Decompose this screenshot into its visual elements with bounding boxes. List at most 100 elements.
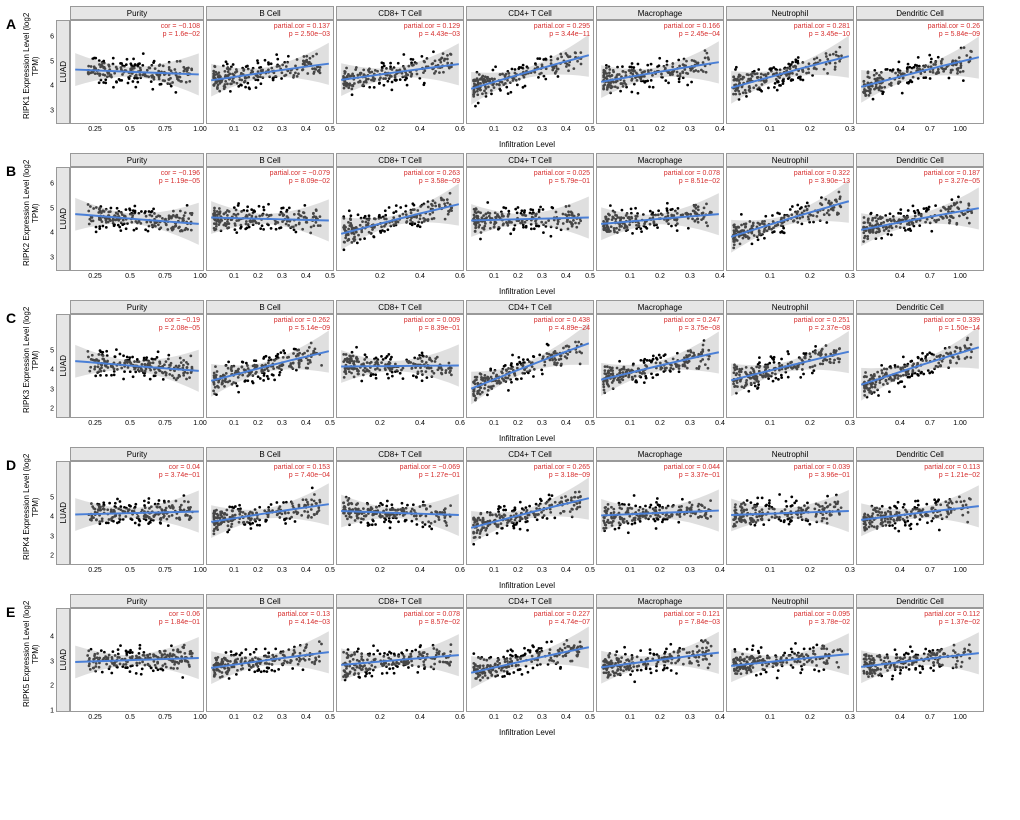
data-point <box>236 385 239 388</box>
x-tick: 0.2 <box>655 273 665 280</box>
data-point <box>421 351 424 354</box>
data-point <box>537 225 540 228</box>
cor-line: partial.cor = 0.078 <box>664 170 720 177</box>
data-point <box>658 64 661 67</box>
x-ticks: 0.40.71.00 <box>856 124 984 142</box>
data-point <box>756 387 759 390</box>
data-point <box>275 228 278 231</box>
data-point <box>814 345 817 348</box>
cor-line: cor = −0.108 <box>161 23 200 30</box>
data-point <box>780 374 783 377</box>
stat-annotation: partial.cor = 0.129p = 4.43e−03 <box>404 23 460 39</box>
data-point <box>363 237 366 240</box>
x-ticks: 0.250.50.751.00 <box>70 418 204 436</box>
y-tick: 4 <box>50 230 54 237</box>
x-ticks: 0.10.20.30.4 <box>596 271 724 289</box>
data-point <box>174 91 177 94</box>
panel-header: Neutrophil <box>726 300 854 314</box>
data-point <box>263 356 266 359</box>
stat-annotation: partial.cor = 0.263p = 3.58e−09 <box>404 170 460 186</box>
data-point <box>386 228 389 231</box>
y-tick: 4 <box>50 514 54 521</box>
data-point <box>270 227 273 230</box>
scatter-panel: partial.cor = 0.26p = 5.84e−09 <box>856 20 984 124</box>
data-point <box>899 380 902 383</box>
data-point <box>489 367 492 370</box>
stat-annotation: partial.cor = 0.247p = 3.75e−08 <box>664 317 720 333</box>
data-point <box>153 60 156 63</box>
p-line: p = 4.89e−24 <box>549 325 590 332</box>
data-point <box>147 230 150 233</box>
data-point <box>268 356 271 359</box>
x-ticks: 0.10.20.3 <box>726 418 854 436</box>
panel-header: Macrophage <box>596 447 724 461</box>
panel-header: CD8+ T Cell <box>336 6 464 20</box>
data-point <box>797 77 800 80</box>
x-tick: 0.2 <box>253 273 263 280</box>
data-point <box>777 378 780 381</box>
data-point <box>288 206 291 209</box>
data-point <box>651 376 654 379</box>
data-point <box>136 81 139 84</box>
data-point <box>907 63 910 66</box>
data-point <box>768 362 771 365</box>
data-point <box>258 524 261 527</box>
data-point <box>908 228 911 231</box>
data-point <box>634 207 637 210</box>
x-ticks: 0.40.71.00 <box>856 271 984 289</box>
data-point <box>415 376 418 379</box>
x-tick: 0.1 <box>489 126 499 133</box>
data-point <box>778 84 781 87</box>
data-point <box>930 230 933 233</box>
data-point <box>520 209 523 212</box>
panel-header: CD8+ T Cell <box>336 447 464 461</box>
data-point <box>928 206 931 209</box>
y-ticks: 2345 <box>38 447 56 579</box>
cor-line: partial.cor = 0.339 <box>924 317 980 324</box>
x-tick: 0.3 <box>845 420 855 427</box>
scatter-panel: partial.cor = 0.247p = 3.75e−08 <box>596 314 724 418</box>
data-point <box>917 56 920 59</box>
data-point <box>735 66 738 69</box>
data-point <box>670 225 673 228</box>
x-tick: 1.00 <box>193 273 207 280</box>
data-point <box>394 79 397 82</box>
data-point <box>791 205 794 208</box>
stat-annotation: partial.cor = 0.295p = 3.44e−11 <box>534 23 590 39</box>
scatter-panel: cor = −0.19p = 2.08e−05 <box>70 314 204 418</box>
data-point <box>395 204 398 207</box>
data-point <box>150 80 153 83</box>
data-point <box>507 92 510 95</box>
p-line: p = 2.50e−03 <box>289 31 330 38</box>
ci-band <box>731 181 849 253</box>
data-point <box>138 523 141 526</box>
stat-annotation: partial.cor = 0.281p = 3.45e−10 <box>794 23 850 39</box>
x-tick: 0.6 <box>455 420 465 427</box>
cor-line: partial.cor = 0.009 <box>404 317 460 324</box>
x-tick: 0.5 <box>585 273 595 280</box>
data-point <box>799 78 802 81</box>
data-point <box>144 228 147 231</box>
panel-header: CD4+ T Cell <box>466 300 594 314</box>
data-point <box>276 353 279 356</box>
data-point <box>631 62 634 65</box>
data-point <box>776 81 779 84</box>
x-tick: 0.4 <box>715 420 725 427</box>
p-line: p = 2.08e−05 <box>159 325 200 332</box>
data-point <box>248 226 251 229</box>
panel-header: Purity <box>70 153 204 167</box>
data-point <box>754 385 757 388</box>
p-line: p = 5.84e−09 <box>939 31 980 38</box>
x-tick: 1.00 <box>953 420 967 427</box>
data-point <box>787 63 790 66</box>
x-ticks: 0.20.40.6 <box>336 271 464 289</box>
cor-line: partial.cor = 0.187 <box>924 170 980 177</box>
row-A: ARIPK1 Expression Level (log2 TPM)3456LU… <box>6 6 1020 149</box>
data-point <box>906 66 909 69</box>
data-point <box>550 235 553 238</box>
data-point <box>113 224 116 227</box>
panel-header: Macrophage <box>596 153 724 167</box>
x-tick: 0.3 <box>845 273 855 280</box>
y-tick: 3 <box>50 254 54 261</box>
cor-line: partial.cor = 0.025 <box>534 170 590 177</box>
